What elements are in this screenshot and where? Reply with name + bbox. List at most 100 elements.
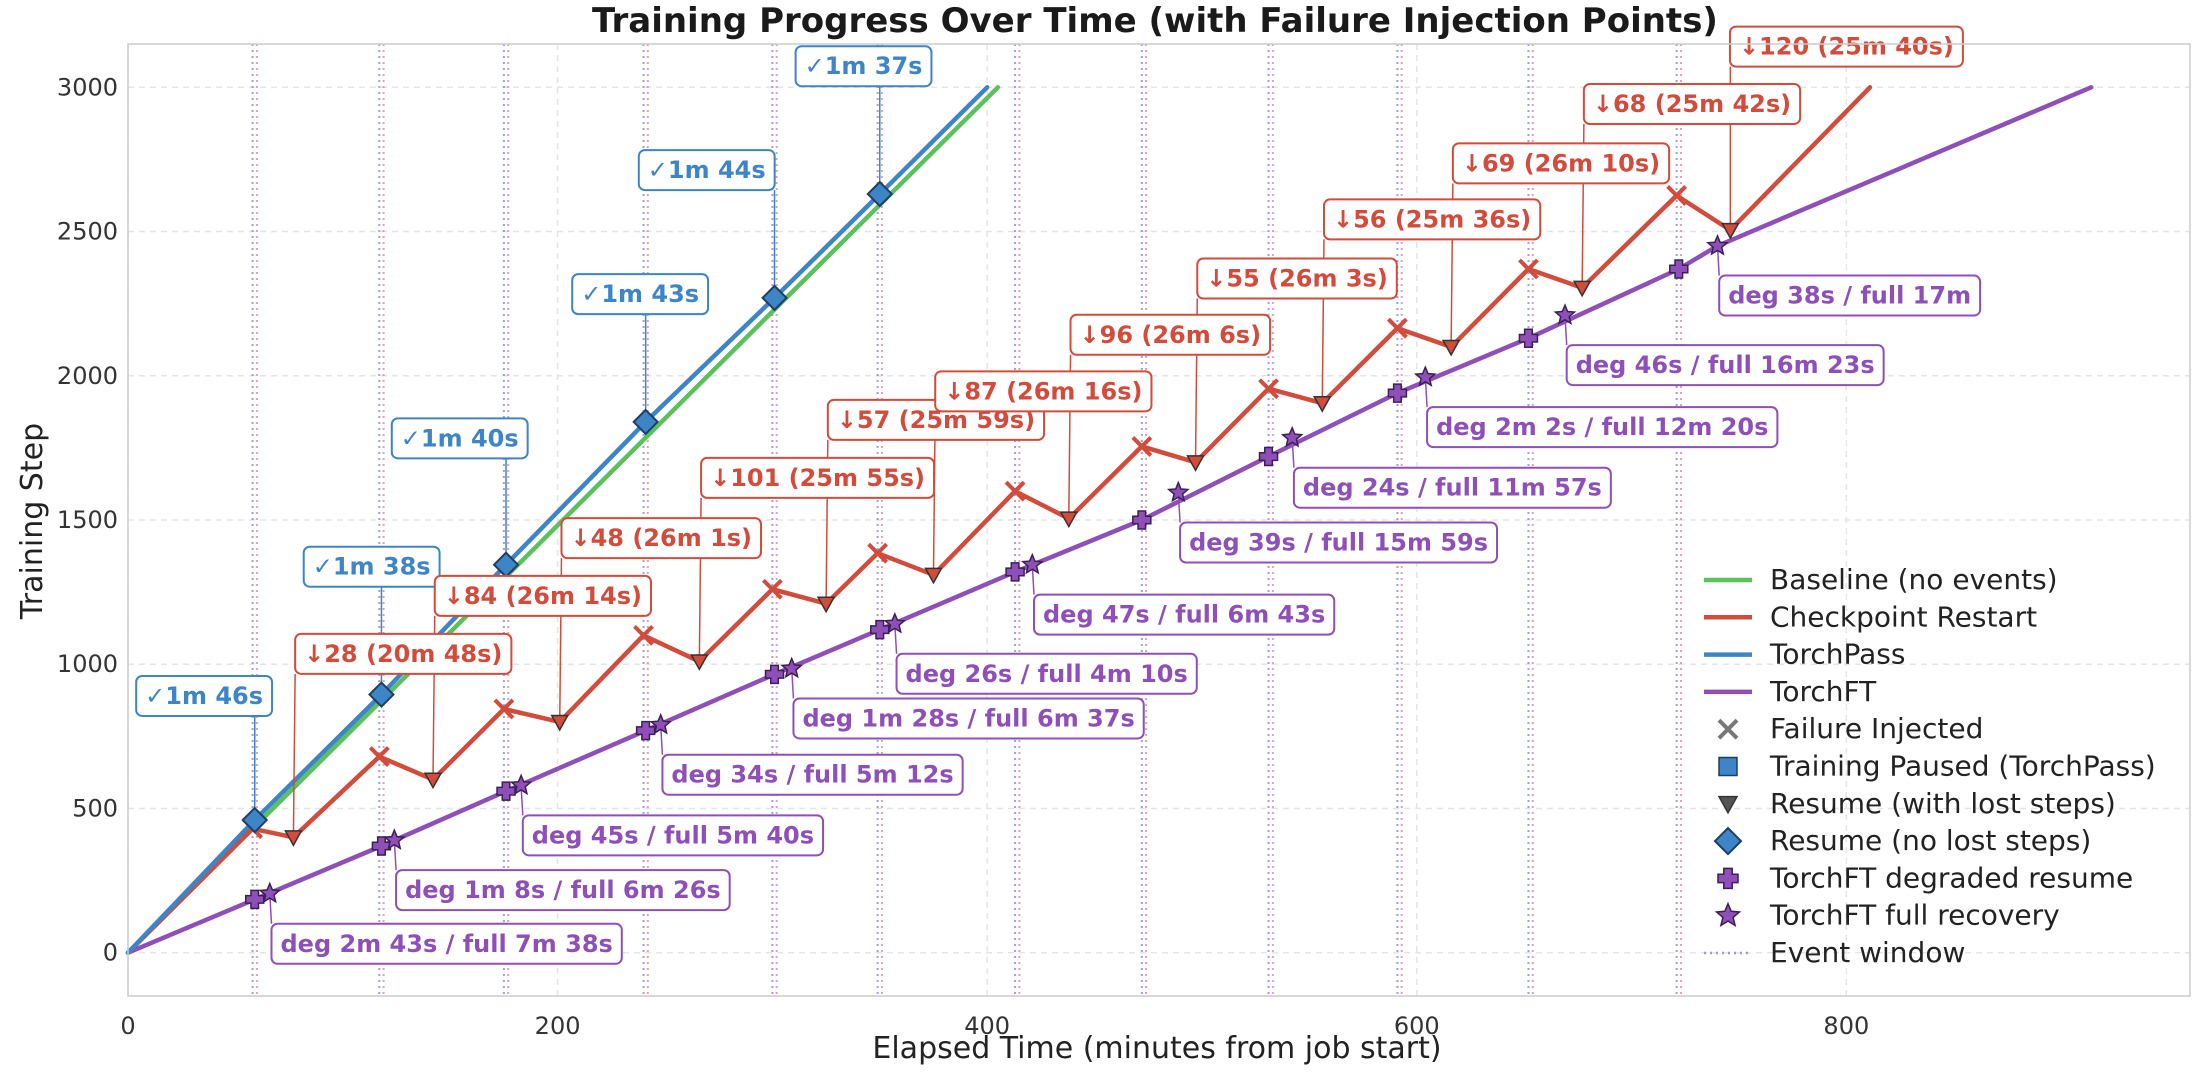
resume-lost-marker [816, 596, 836, 614]
legend-label: Baseline (no events) [1770, 563, 2058, 596]
torchft-full-marker [883, 611, 907, 634]
torchft-annotation-box [1033, 593, 1336, 636]
legend-label: Checkpoint Restart [1770, 600, 2037, 633]
failure-marker [1518, 258, 1539, 280]
legend-swatch [1714, 901, 1742, 927]
torchpass-annotation-box [571, 273, 710, 316]
checkpoint-annotation-box [1582, 83, 1802, 126]
chart-title: Training Progress Over Time (with Failur… [592, 1, 1718, 41]
legend-item: Resume (with lost steps) [1717, 787, 2116, 820]
failure-marker [1258, 378, 1279, 400]
legend-item: Training Paused (TorchPass) [1718, 750, 2156, 783]
checkpoint-annotation-label: ↓87 (26m 16s) [944, 377, 1142, 405]
legend-item: Event window [1704, 936, 1965, 969]
checkpoint-annotation-label: ↓120 (25m 40s) [1739, 33, 1954, 61]
failure-marker [493, 698, 515, 720]
y-tick-label: 0 [103, 939, 118, 967]
resume-lost-marker [1186, 455, 1205, 472]
y-tick-label: 3000 [57, 73, 118, 101]
checkpoint-annotation-label: ↓96 (26m 6s) [1080, 321, 1262, 349]
torchft-annotation-label: deg 26s / full 4m 10s [906, 660, 1188, 688]
checkpoint-annotation-box [294, 632, 513, 675]
y-tick-label: 2000 [57, 362, 118, 390]
legend-label: Training Paused (TorchPass) [1769, 750, 2156, 783]
torchft-annotation-label: deg 46s / full 16m 23s [1576, 351, 1875, 379]
torchft-degraded-marker [870, 619, 890, 640]
torchft-degraded-marker [1005, 562, 1025, 582]
torchft-annotation-label: deg 39s / full 15m 59s [1189, 529, 1488, 557]
torchft-full-marker [1020, 552, 1044, 575]
torchft-full-marker [1166, 480, 1190, 503]
torchft-full-marker [649, 712, 673, 735]
checkpoint-annotation-box [1069, 313, 1272, 356]
failure-marker [1387, 317, 1408, 339]
legend-item: Checkpoint Restart [1704, 600, 2037, 633]
torchft-annotation-box [395, 869, 731, 912]
legend: Baseline (no events) Checkpoint Restart To… [1704, 563, 2156, 969]
torchpass-annotation-label: ✓1m 44s [648, 156, 766, 184]
resume-no-loss-marker [866, 180, 894, 208]
x-tick-label: 0 [120, 1012, 135, 1040]
failure-marker [1131, 436, 1153, 457]
x-tick-label: 400 [964, 1012, 1010, 1040]
torchft-degraded-marker [1132, 510, 1152, 530]
torchft-full-marker [1553, 303, 1577, 325]
resume-no-loss-marker [632, 408, 660, 436]
checkpoint-annotation-box [934, 370, 1153, 413]
torchpass-annotation-box [637, 149, 776, 192]
torchft-annotation-label: deg 1m 8s / full 6m 26s [405, 876, 721, 904]
resume-lost-marker [423, 772, 443, 790]
checkpoint-annotation-label: ↓28 (20m 48s) [304, 640, 502, 668]
torchft-annotation-box [1718, 274, 1982, 317]
legend-swatch [1718, 756, 1738, 777]
resume-no-loss-marker [368, 681, 395, 708]
failure-marker [1666, 185, 1688, 206]
resume-lost-marker [690, 654, 709, 671]
torchpass-annotation-box [135, 674, 274, 717]
y-tick-label: 1000 [57, 650, 118, 678]
checkpoint-annotation-box [1728, 25, 1964, 68]
torchft-full-marker [1413, 365, 1437, 387]
torchft-annotation-box [792, 697, 1145, 740]
series-markers [241, 180, 1740, 910]
torchft-full-marker [509, 773, 533, 796]
checkpoint-annotation-box [1322, 198, 1542, 241]
torchft-annotation-box [1292, 466, 1612, 509]
torchft-annotation-label: deg 47s / full 6m 43s [1043, 601, 1325, 629]
torchft-full-marker [382, 828, 406, 850]
plot-frame [127, 43, 2191, 997]
torchft-full-marker [1280, 425, 1304, 448]
checkpoint-annotation-label: ↓48 (26m 1s) [570, 524, 752, 552]
resume-lost-marker [1312, 396, 1332, 413]
torchpass-annotation-box [794, 45, 933, 88]
torchft-annotation-box [521, 814, 825, 857]
checkpoint-annotation-leader [292, 673, 296, 838]
torchft-annotation-box [1565, 344, 1885, 387]
torchft-degraded-marker [1518, 328, 1539, 349]
x-tick-label: 200 [535, 1012, 581, 1040]
torchft-annotation-box [661, 753, 964, 796]
failure-marker [1004, 480, 1026, 502]
legend-item: Resume (no lost steps) [1713, 824, 2091, 857]
torchft-annotation-box [1426, 406, 1779, 449]
checkpoint-annotation-box [700, 456, 936, 499]
torchpass-annotation-label: ✓1m 37s [805, 52, 923, 80]
resume-lost-marker [924, 567, 943, 585]
torchft-annotation-label: deg 24s / full 11m 57s [1303, 474, 1602, 502]
legend-label: TorchFT degraded resume [1769, 861, 2133, 894]
torchpass-annotation-box [390, 417, 529, 460]
resume-no-loss-marker [241, 806, 269, 834]
torchft-annotation-box [270, 922, 623, 965]
x-axis-title: Elapsed Time (minutes from job start) [872, 1031, 1441, 1066]
legend-label: TorchPass [1769, 638, 1905, 671]
checkpoint-annotation-box [560, 517, 763, 560]
torchft-degraded-marker [1669, 259, 1689, 279]
legend-label: Resume (with lost steps) [1770, 787, 2116, 820]
torchft-annotation-label: deg 38s / full 17m [1728, 282, 1971, 310]
axes: 0 200 400 600 800 0 500 1000 1500 2000 2500 3000 [57, 43, 2191, 1040]
torchft-degraded-marker [1258, 446, 1279, 467]
legend-swatch [1713, 826, 1743, 856]
torchpass-annotation-label: ✓1m 43s [581, 280, 699, 308]
x-tick-label: 600 [1394, 1012, 1440, 1040]
